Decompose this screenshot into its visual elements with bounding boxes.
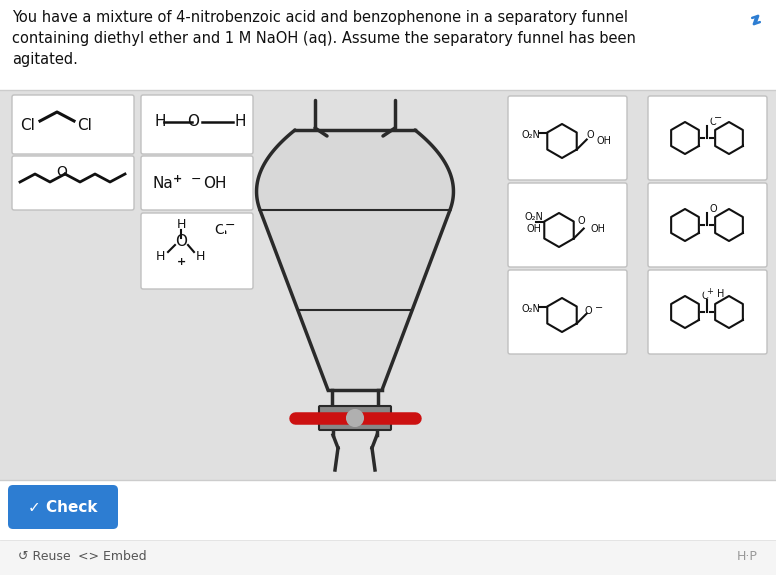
FancyBboxPatch shape — [8, 485, 118, 529]
Bar — [0, 540, 776, 575]
Text: −: − — [594, 302, 603, 312]
FancyBboxPatch shape — [648, 183, 767, 267]
FancyBboxPatch shape — [508, 270, 627, 354]
Text: O: O — [187, 113, 199, 128]
Text: −: − — [714, 113, 722, 123]
Text: H: H — [155, 251, 165, 263]
Text: H: H — [196, 251, 205, 263]
Text: O: O — [709, 204, 716, 214]
FancyBboxPatch shape — [648, 270, 767, 354]
Text: O: O — [57, 165, 68, 179]
Text: H·P: H·P — [737, 550, 758, 564]
Text: <> Embed: <> Embed — [78, 550, 147, 564]
Text: O: O — [710, 117, 718, 127]
Text: +: + — [173, 174, 182, 184]
Circle shape — [594, 302, 604, 312]
Text: +: + — [707, 288, 713, 297]
Text: H: H — [717, 289, 724, 299]
FancyBboxPatch shape — [12, 95, 134, 154]
Text: OH: OH — [591, 224, 606, 235]
Text: Cl: Cl — [20, 118, 35, 133]
FancyBboxPatch shape — [141, 95, 253, 154]
Text: −: − — [191, 172, 201, 186]
Text: Cl: Cl — [214, 223, 227, 237]
Text: Cl: Cl — [77, 118, 92, 133]
Text: OH: OH — [203, 177, 227, 191]
Circle shape — [172, 173, 184, 185]
Text: ✓ Check: ✓ Check — [28, 500, 98, 515]
Bar — [0, 0, 776, 90]
Bar — [0, 90, 776, 480]
FancyBboxPatch shape — [141, 213, 253, 289]
Text: O₂N: O₂N — [521, 129, 540, 140]
Text: O₂N: O₂N — [521, 304, 540, 313]
Bar — [0, 480, 776, 540]
Circle shape — [347, 410, 363, 426]
Text: +: + — [176, 257, 185, 267]
Text: O: O — [587, 131, 594, 140]
Text: Na: Na — [152, 177, 173, 191]
Text: O: O — [578, 217, 586, 227]
Text: H: H — [155, 114, 167, 129]
Text: O: O — [701, 291, 708, 301]
FancyBboxPatch shape — [508, 183, 627, 267]
Text: OH: OH — [526, 224, 542, 235]
Polygon shape — [257, 130, 453, 390]
Text: H: H — [234, 114, 245, 129]
Text: −: − — [225, 218, 235, 232]
Text: O: O — [585, 306, 593, 316]
Text: H: H — [176, 218, 185, 232]
Text: OH: OH — [597, 136, 611, 147]
FancyBboxPatch shape — [319, 406, 391, 430]
Circle shape — [224, 219, 236, 231]
Text: O₂N: O₂N — [525, 212, 543, 221]
FancyBboxPatch shape — [141, 156, 253, 210]
Text: O: O — [175, 235, 187, 250]
FancyBboxPatch shape — [12, 156, 134, 210]
Circle shape — [175, 256, 187, 268]
Circle shape — [190, 173, 202, 185]
FancyBboxPatch shape — [508, 96, 627, 180]
Text: You have a mixture of 4-nitrobenzoic acid and benzophenone in a separatory funne: You have a mixture of 4-nitrobenzoic aci… — [12, 10, 636, 67]
Text: ↺ Reuse: ↺ Reuse — [18, 550, 71, 564]
Circle shape — [713, 113, 723, 123]
Circle shape — [705, 287, 715, 297]
FancyBboxPatch shape — [648, 96, 767, 180]
